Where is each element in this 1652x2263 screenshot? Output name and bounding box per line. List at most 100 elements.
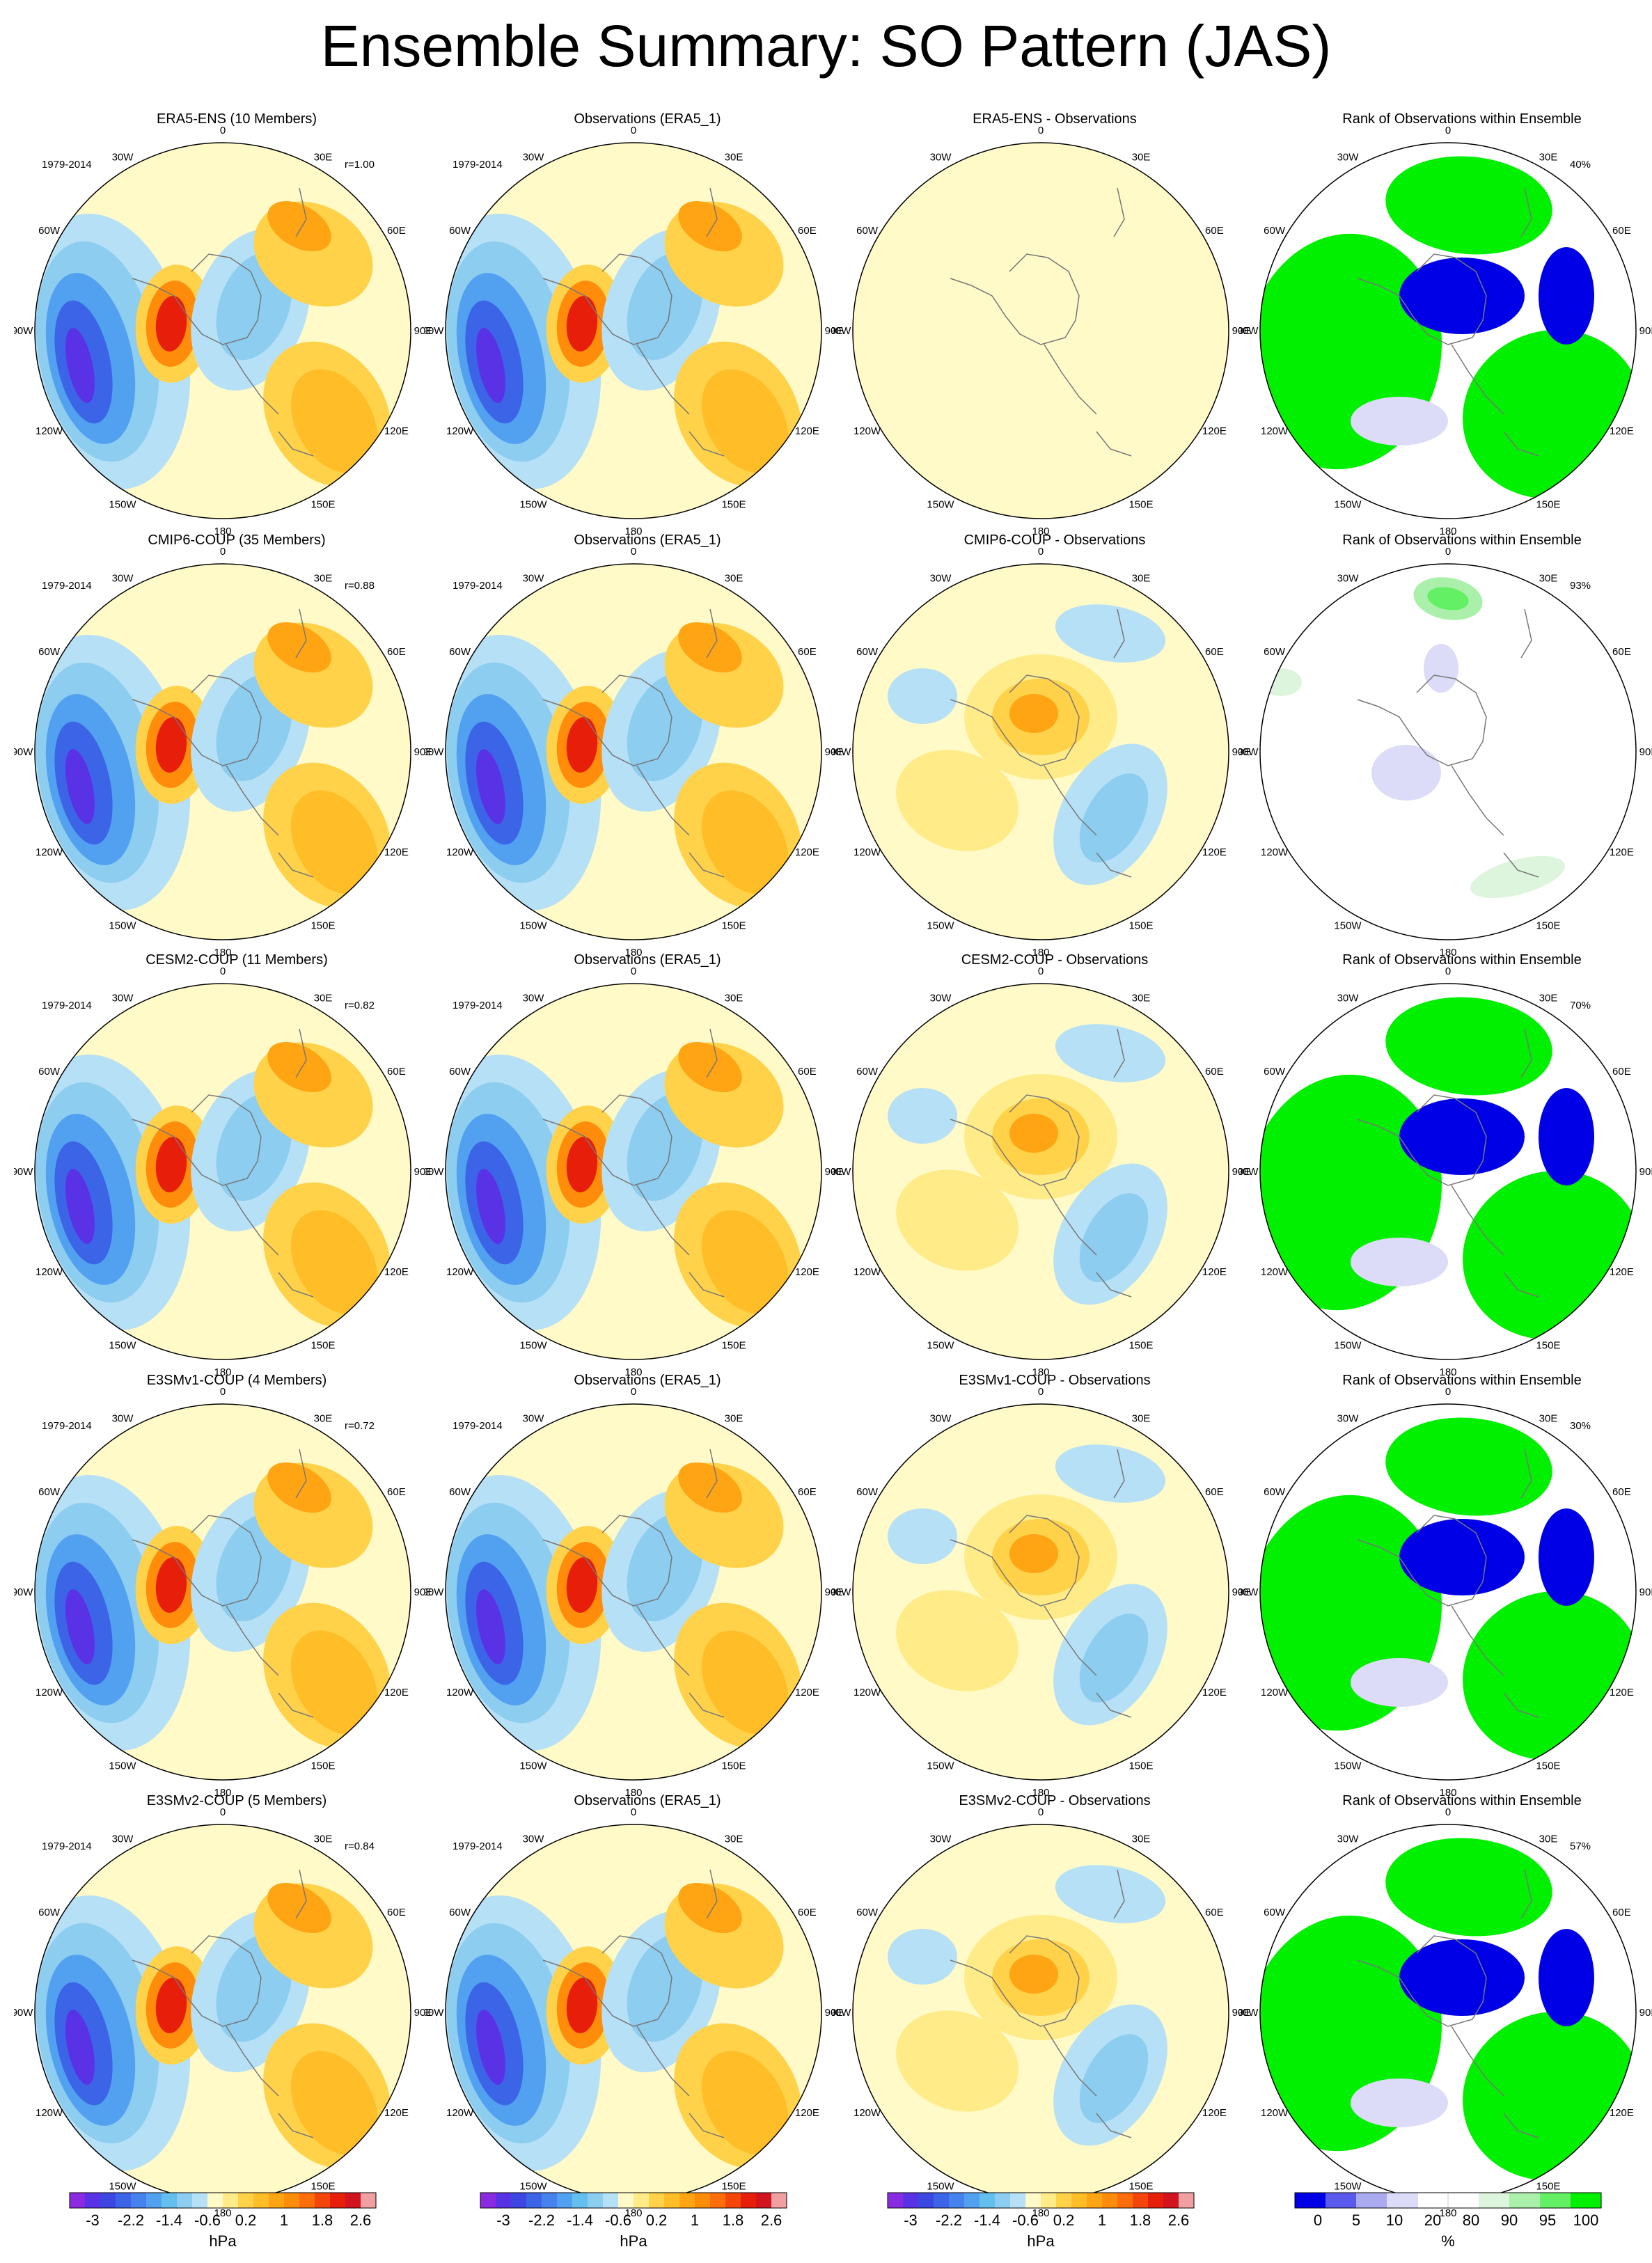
longitude-label: 30E <box>1539 1413 1558 1425</box>
longitude-label: 180 <box>624 526 642 537</box>
colorbar-unit: hPa <box>209 2232 237 2250</box>
rank-high <box>1385 997 1552 1096</box>
longitude-label: 150E <box>1128 1760 1153 1772</box>
longitude-label: 90W <box>832 1166 851 1178</box>
neg-band <box>888 668 957 724</box>
longitude-label: 90E <box>825 1586 842 1598</box>
longitude-label: 150W <box>927 2180 954 2192</box>
longitude-label: 120E <box>1202 846 1227 858</box>
longitude-label: 90W <box>425 325 444 337</box>
colorbar-tick-label: -1.4 <box>974 2211 1000 2229</box>
colorbar-swatch <box>511 2193 527 2208</box>
map-boundary <box>852 563 1229 940</box>
period-label: 1979-2014 <box>453 1840 503 1852</box>
longitude-label: 60E <box>1205 646 1224 658</box>
colorbar-tick-label: 5 <box>1352 2211 1360 2229</box>
polar-map: 0 30E 60E 90E 120E 150E 180 150W 120W 90W 60W 30W <box>832 965 1250 1378</box>
longitude-label: 120W <box>36 1266 63 1278</box>
figure-title: Ensemble Summary: SO Pattern (JAS) <box>320 13 1332 79</box>
panel-title: ERA5-ENS - Observations <box>973 111 1137 127</box>
map-boundary <box>34 563 411 940</box>
period-label: 1979-2014 <box>42 1000 92 1011</box>
longitude-label: 60W <box>856 1066 879 1078</box>
longitude-label: 120E <box>795 2107 819 2119</box>
longitude-label: 30W <box>523 1834 545 1845</box>
neg-band <box>1055 1024 1166 1082</box>
neg-core <box>476 749 505 824</box>
colorbar-swatch <box>618 2193 634 2208</box>
longitude-label: 90W <box>425 1166 444 1178</box>
polar-map: 0 30E 60E 90E 120E 150E 180 150W 120W 90W 60W 30W <box>832 125 1250 537</box>
longitude-label: 120W <box>1261 1687 1289 1698</box>
colorbar-tick-label: 1 <box>1098 2211 1106 2229</box>
longitude-label: 120W <box>446 846 474 858</box>
pos-band <box>896 2010 1018 2112</box>
polar-map: 0 30E 60E 90E 120E 150E 180 150W 120W 90W 60W 30W <box>425 1806 842 2219</box>
coastline <box>1357 1028 1539 1298</box>
longitude-label: 30E <box>1132 152 1151 164</box>
longitude-label: 0 <box>631 546 636 558</box>
colorbar-tick-label: 1.8 <box>723 2211 744 2229</box>
colorbar-tick-label: -3 <box>496 2211 510 2229</box>
longitude-label: 90E <box>414 1586 432 1598</box>
longitude-label: 180 <box>1032 1787 1049 1799</box>
polar-map: 0 30E 60E 90E 120E 150E 180 150W 120W 90W 60W 30W <box>14 1806 432 2219</box>
longitude-label: 30W <box>523 1413 545 1425</box>
colorbar-swatch <box>85 2193 101 2208</box>
panel-title: Observations (ERA5_1) <box>574 952 721 968</box>
colorbar-swatch <box>679 2193 695 2208</box>
pos-band <box>678 622 742 673</box>
colorbar-swatch <box>131 2193 147 2208</box>
longitude-label: 180 <box>1032 2207 1049 2219</box>
longitude-label: 60E <box>1612 1066 1631 1078</box>
map-boundary <box>34 1403 411 1781</box>
longitude-label: 60W <box>1264 225 1286 237</box>
colorbar-swatch <box>1041 2193 1057 2208</box>
longitude-label: 150W <box>109 1760 136 1772</box>
longitude-label: 150E <box>310 1760 335 1772</box>
longitude-label: 0 <box>1038 125 1044 136</box>
period-label: 1979-2014 <box>453 1000 503 1011</box>
colorbar-swatch <box>603 2193 619 2208</box>
longitude-label: 150W <box>109 1339 136 1351</box>
pos-core <box>155 1978 187 2033</box>
longitude-label: 30W <box>112 993 134 1004</box>
colorbar: -3 -2.2 -1.4 -0.6 0.2 1 1.8 2.6 hPa <box>480 2192 787 2250</box>
longitude-label: 150W <box>927 498 954 510</box>
map-boundary <box>445 1403 822 1781</box>
polar-map: 0 30E 60E 90E 120E 150E 180 150W 120W 90W 60W 30W <box>1239 546 1652 959</box>
colorbar-swatch <box>771 2193 787 2208</box>
longitude-label: 0 <box>220 546 226 558</box>
colorbar-swatch <box>572 2193 588 2208</box>
period-label: 1979-2014 <box>42 1840 92 1852</box>
longitude-label: 30W <box>930 1834 952 1845</box>
colorbar-swatch <box>207 2193 223 2208</box>
longitude-label: 180 <box>214 1366 231 1378</box>
longitude-label: 60W <box>38 646 61 658</box>
longitude-label: 120E <box>1202 425 1227 437</box>
longitude-label: 30E <box>1539 993 1558 1004</box>
longitude-label: 90W <box>832 325 851 337</box>
longitude-label: 120E <box>1610 2107 1634 2119</box>
colorbar-swatch <box>1163 2193 1179 2208</box>
longitude-label: 150E <box>721 1760 746 1772</box>
longitude-label: 180 <box>1439 947 1456 959</box>
longitude-label: 30E <box>1539 152 1558 164</box>
longitude-label: 90E <box>1232 1586 1250 1598</box>
longitude-label: 180 <box>1439 2207 1456 2219</box>
longitude-label: 60W <box>38 1486 61 1498</box>
coastline <box>950 1449 1132 1718</box>
panel-title: CMIP6-COUP - Observations <box>963 533 1146 548</box>
longitude-label: 120E <box>1202 1266 1227 1278</box>
longitude-label: 180 <box>624 947 642 959</box>
longitude-label: 0 <box>1445 965 1451 977</box>
colorbar-tick-label: -1.4 <box>156 2211 182 2229</box>
longitude-label: 30W <box>930 152 952 164</box>
longitude-label: 150E <box>1536 498 1560 510</box>
longitude-label: 30W <box>930 993 952 1004</box>
neg-band <box>1079 1614 1149 1703</box>
polar-map: 0 30E 60E 90E 120E 150E 180 150W 120W 90W 60W 30W <box>425 965 842 1378</box>
longitude-label: 0 <box>220 965 226 977</box>
longitude-label: 30W <box>930 1413 952 1425</box>
rank-high <box>1427 587 1469 610</box>
